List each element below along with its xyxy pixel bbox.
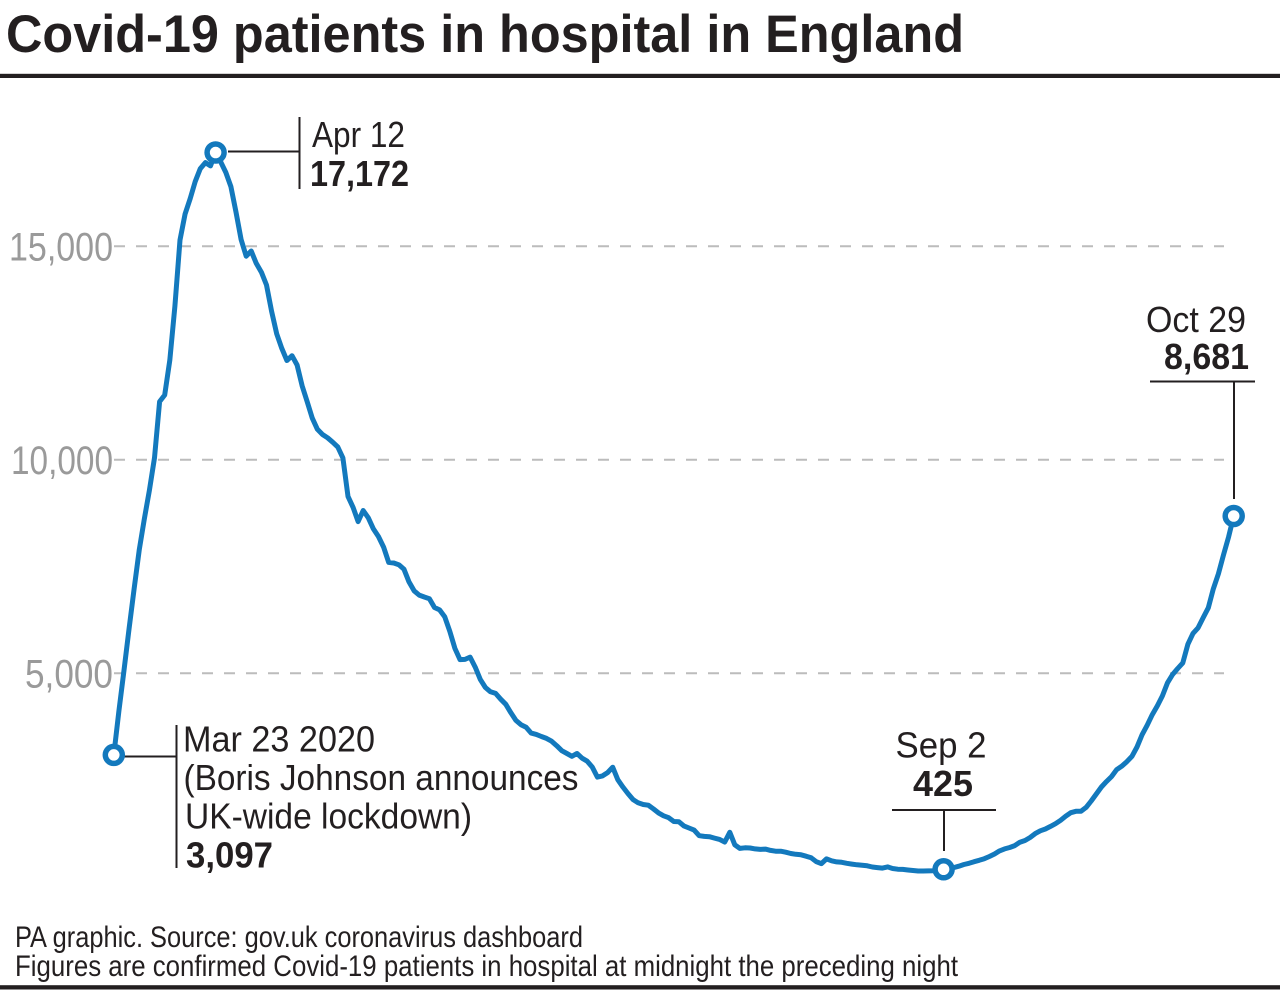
- svg-text:Mar 23 2020: Mar 23 2020: [183, 719, 375, 760]
- svg-text:Sep 2: Sep 2: [896, 725, 987, 766]
- svg-text:PA graphic. Source: gov.uk cor: PA graphic. Source: gov.uk coronavirus d…: [15, 921, 583, 954]
- svg-text:3,097: 3,097: [186, 834, 273, 875]
- svg-text:(Boris Johnson announces: (Boris Johnson announces: [184, 757, 579, 798]
- svg-text:425: 425: [913, 763, 973, 804]
- svg-text:5,000: 5,000: [25, 653, 113, 697]
- svg-text:17,172: 17,172: [310, 153, 409, 194]
- svg-text:8,681: 8,681: [1164, 336, 1249, 377]
- svg-text:10,000: 10,000: [11, 439, 113, 483]
- svg-text:UK-wide lockdown): UK-wide lockdown): [185, 796, 472, 837]
- svg-text:Covid-19 patients in hospital: Covid-19 patients in hospital in England: [6, 5, 964, 64]
- svg-text:Figures are confirmed Covid-19: Figures are confirmed Covid-19 patients …: [15, 950, 959, 983]
- svg-text:15,000: 15,000: [9, 226, 113, 270]
- svg-text:Apr 12: Apr 12: [312, 114, 405, 155]
- svg-text:Oct 29: Oct 29: [1146, 299, 1246, 340]
